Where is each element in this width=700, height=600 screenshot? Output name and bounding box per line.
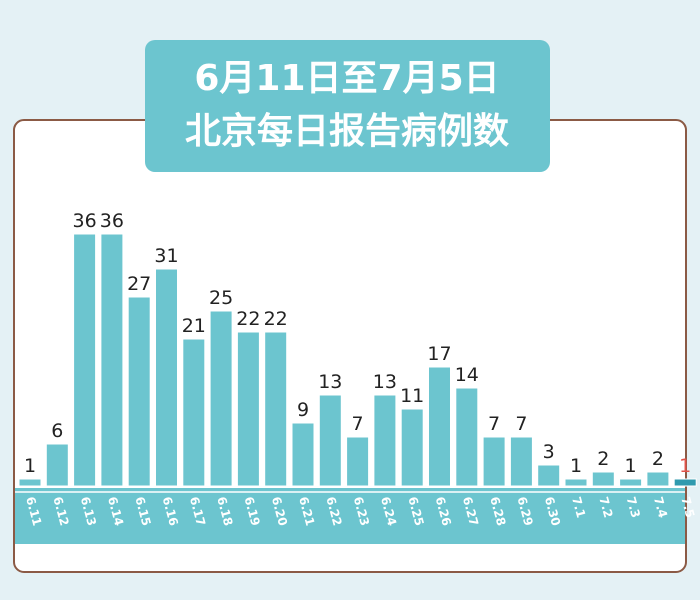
value-label: 1: [625, 455, 637, 477]
value-label: 13: [318, 371, 342, 393]
value-label: 31: [154, 245, 178, 267]
bar: [73, 233, 97, 487]
chart-subtitle: 北京每日报告病例数: [185, 110, 509, 152]
value-label: 36: [73, 210, 97, 232]
bar: [264, 331, 288, 487]
bar: [100, 233, 124, 487]
bar: [428, 366, 451, 487]
axis-band: [15, 488, 685, 544]
bar: [455, 387, 479, 487]
x-tick-label: 7.4: [651, 495, 670, 519]
value-label: 6: [51, 420, 63, 442]
value-label: 13: [373, 371, 397, 393]
value-label: 22: [236, 308, 260, 330]
x-tick-label: 7.3: [624, 495, 643, 519]
value-label: 1: [570, 455, 582, 477]
bar: [182, 338, 206, 487]
x-tick-label: 7.5: [678, 495, 697, 519]
title-box: [145, 40, 550, 172]
bar: [291, 422, 315, 487]
value-label: 25: [209, 287, 233, 309]
x-tick-label: 7.2: [596, 495, 615, 519]
bar: [537, 464, 561, 487]
value-label: 7: [515, 413, 527, 435]
bar: [346, 436, 370, 487]
value-label: 1: [24, 455, 36, 477]
value-label: 2: [597, 448, 609, 470]
x-tick-label: 7.1: [569, 495, 588, 519]
value-label: 2: [652, 448, 664, 470]
bar: [564, 478, 588, 487]
bar: [155, 268, 178, 487]
value-label: 14: [455, 364, 479, 386]
bar: [236, 331, 260, 487]
value-label: 27: [127, 273, 151, 295]
bar: [646, 471, 670, 487]
value-label: 7: [352, 413, 364, 435]
bar: [18, 478, 42, 487]
value-label: 36: [100, 210, 124, 232]
bar: [373, 394, 397, 487]
bar: [591, 471, 615, 487]
value-label: 1: [679, 455, 691, 477]
value-label: 9: [297, 399, 309, 421]
bar: [127, 296, 151, 487]
bar: [509, 436, 533, 487]
bar: [45, 443, 69, 487]
bar: [482, 436, 506, 487]
bar: [209, 310, 233, 487]
bar: [673, 478, 697, 487]
chart-title: 6月11日至7月5日: [194, 58, 499, 99]
bar: [318, 394, 342, 487]
value-label: 17: [427, 343, 451, 365]
bar: [619, 478, 643, 487]
value-label: 7: [488, 413, 500, 435]
value-label: 3: [543, 441, 555, 463]
value-label: 22: [264, 308, 288, 330]
value-label: 11: [400, 385, 424, 407]
bar: [400, 408, 424, 487]
value-label: 21: [182, 315, 206, 337]
